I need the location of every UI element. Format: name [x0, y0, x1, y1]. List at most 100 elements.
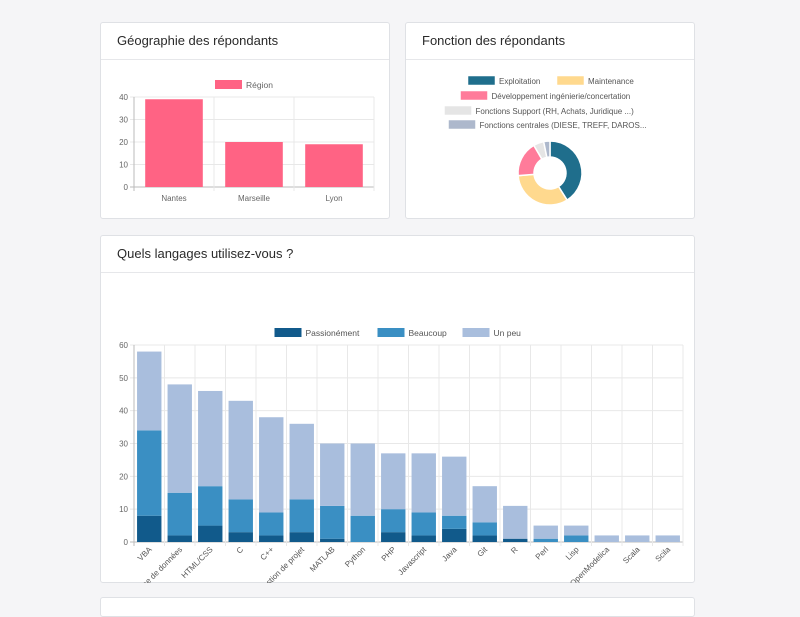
- bar-segment-lisp-un-peu: [564, 525, 589, 536]
- y-tick-label: 30: [119, 116, 128, 125]
- function-card-title: Fonction des répondants: [406, 23, 694, 60]
- legend-swatch-exploitation: [467, 75, 496, 86]
- bar-segment-html-css-un-peu: [198, 390, 223, 487]
- x-tick-label: Lisp: [564, 545, 581, 562]
- bar-segment-matlab-beaucoup: [320, 505, 345, 539]
- y-tick-label: 50: [119, 374, 128, 383]
- bar-segment-c-beaucoup: [259, 512, 284, 536]
- bar-segment-r-un-peu: [503, 505, 528, 539]
- bar-segment-lisp-beaucoup: [564, 535, 589, 542]
- bar-segment-gestion-de-projet-passionement: [289, 532, 314, 542]
- bar-segment-openmodelica-un-peu: [594, 535, 619, 542]
- bar-segment-html-css-passionement: [198, 525, 223, 542]
- y-tick-label: 20: [119, 472, 128, 481]
- legend-swatch-fonctions-centrales-diese-treff-daros: [448, 119, 476, 130]
- y-tick-label: 0: [124, 183, 129, 192]
- legend-label-un-peu: Un peu: [494, 328, 522, 338]
- y-tick-label: 30: [119, 440, 128, 449]
- x-tick-label: Scala: [621, 545, 642, 566]
- bar-segment-c-passionement: [259, 535, 284, 542]
- bar-segment-java-beaucoup: [442, 515, 467, 529]
- bar-segment-scala-un-peu: [625, 535, 650, 542]
- bar-segment-git-beaucoup: [472, 522, 497, 536]
- legend-label-region: Région: [246, 80, 273, 90]
- bar-nantes: [145, 99, 203, 187]
- geography-bar-chart: Région 0 10 20 30 40 Nantes Marseille Lyon: [119, 80, 375, 203]
- bar-segment-python-beaucoup: [350, 515, 375, 542]
- bar-segment-c-passionement: [228, 532, 253, 542]
- bar-segment-base-de-donnees-beaucoup: [167, 492, 192, 536]
- bar-segment-gestion-de-projet-beaucoup: [289, 499, 314, 533]
- bar-segment-perl-beaucoup: [533, 538, 558, 542]
- x-tick-label: Nantes: [161, 194, 186, 203]
- legend-label-beaucoup: Beaucoup: [409, 328, 448, 338]
- y-tick-label: 20: [119, 138, 128, 147]
- function-donut-chart: Exploitation Maintenance Développement ing…: [444, 75, 647, 206]
- x-tick-label: Git: [476, 545, 490, 559]
- bar-segment-scila-un-peu: [655, 535, 680, 542]
- x-tick-label: Scila: [654, 545, 673, 564]
- bar-segment-html-css-beaucoup: [198, 486, 223, 526]
- donut-slice-maintenance: [517, 173, 569, 206]
- geography-card: Géographie des répondants Région 0 10 20 30 4…: [100, 22, 390, 219]
- languages-card: Quels langages utilisez-vous ? Passioném…: [100, 235, 695, 595]
- y-tick-label: 10: [119, 161, 128, 170]
- bar-segment-javascript-beaucoup: [411, 512, 436, 536]
- x-tick-label: HTML/CSS: [180, 545, 215, 580]
- bar-segment-matlab-passionement: [320, 538, 345, 542]
- x-tick-label: Marseille: [238, 194, 271, 203]
- legend-swatch-un-peu: [462, 328, 490, 337]
- bar-segment-c-un-peu: [259, 417, 284, 513]
- function-card: Fonction des répondants Exploitation Main…: [405, 22, 695, 219]
- bar-segment-base-de-donnees-un-peu: [167, 384, 192, 493]
- x-tick-label: Python: [343, 545, 367, 569]
- bar-segment-c-un-peu: [228, 400, 253, 500]
- legend-swatch-developpement-ingenierie-concertation: [460, 90, 488, 101]
- legend-swatch-maintenance: [556, 75, 585, 86]
- bar-segment-r-passionement: [503, 538, 528, 542]
- legend-label-developpement-ingenierie-concertation: Développement ingénierie/concertation: [492, 92, 631, 101]
- bar-segment-vba-passionement: [137, 515, 162, 542]
- bar-segment-javascript-un-peu: [411, 453, 436, 513]
- x-tick-label: Javascript: [396, 545, 428, 577]
- bar-segment-python-un-peu: [350, 443, 375, 516]
- legend-swatch-region: [215, 80, 242, 89]
- bar-segment-perl-un-peu: [533, 525, 558, 539]
- x-tick-label: C++: [259, 545, 276, 562]
- y-tick-label: 40: [119, 407, 128, 416]
- x-tick-label: VBA: [136, 545, 154, 563]
- bar-segment-vba-un-peu: [137, 351, 162, 431]
- y-tick-label: 0: [124, 538, 129, 547]
- bar-segment-git-un-peu: [472, 486, 497, 523]
- legend-label-fonctions-centrales-diese-treff-daros: Fonctions centrales (DIESE, TREFF, DAROS…: [480, 121, 647, 130]
- y-tick-label: 40: [119, 93, 128, 102]
- y-tick-label: 60: [119, 341, 128, 350]
- legend-label-fonctions-support-rh-achats-juridique: Fonctions Support (RH, Achats, Juridique…: [476, 107, 635, 116]
- legend-swatch-fonctions-support-rh-achats-juridique: [444, 105, 472, 116]
- x-tick-label: Lyon: [325, 194, 342, 203]
- bar-segment-base-de-donnees-passionement: [167, 535, 192, 542]
- bar-segment-gestion-de-projet-un-peu: [289, 423, 314, 500]
- bar-marseille: [225, 142, 283, 187]
- x-tick-label: Java: [440, 545, 459, 564]
- bar-segment-php-beaucoup: [381, 509, 406, 533]
- bar-segment-php-passionement: [381, 532, 406, 542]
- donut-slice-fonctions-centrales-diese-treff-daros: [542, 140, 551, 159]
- legend-label-passionement: Passionément: [306, 328, 361, 338]
- bar-segment-java-passionement: [442, 528, 467, 542]
- y-tick-label: 10: [119, 505, 128, 514]
- x-tick-label: MATLAB: [308, 545, 337, 574]
- legend-label-maintenance: Maintenance: [588, 77, 634, 86]
- bar-segment-matlab-un-peu: [320, 443, 345, 506]
- x-tick-label: PHP: [380, 545, 398, 563]
- next-card-edge: [100, 597, 695, 617]
- languages-stacked-bar-chart: Passionément Beaucoup Un peu 0 10 20 30 40 50 60 V…: [119, 328, 684, 595]
- bar-segment-java-un-peu: [442, 456, 467, 516]
- bar-lyon: [305, 144, 363, 187]
- languages-card-title: Quels langages utilisez-vous ?: [101, 236, 694, 273]
- bar-segment-php-un-peu: [381, 453, 406, 510]
- bar-segment-git-passionement: [472, 535, 497, 542]
- bar-segment-vba-beaucoup: [137, 430, 162, 516]
- legend-label-exploitation: Exploitation: [499, 77, 540, 86]
- bar-segment-javascript-passionement: [411, 535, 436, 542]
